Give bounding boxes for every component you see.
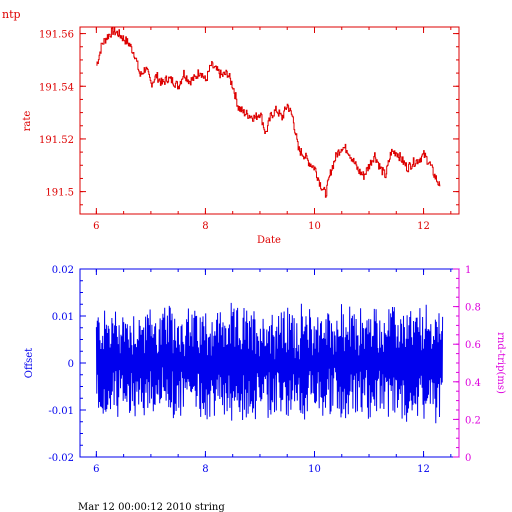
- y-tick-label: 191.54: [39, 82, 74, 93]
- y-tick-label: 191.52: [39, 135, 74, 146]
- x-tick-label: 10: [308, 464, 321, 475]
- rate-xlabel: Date: [257, 235, 281, 246]
- x-tick-label: 8: [202, 464, 208, 475]
- rate-chart-frame: [79, 26, 460, 215]
- rate-ylabel: rate: [22, 111, 33, 132]
- offset-ylabel: Offset: [24, 348, 35, 378]
- offset-series-line: [95, 302, 444, 424]
- y-tick-label: 0: [68, 359, 74, 370]
- x-tick-label: 12: [417, 464, 430, 475]
- y-tick-label: 191.5: [45, 188, 74, 199]
- x-tick-label: 8: [202, 221, 208, 232]
- y2-tick-label: 0.8: [465, 303, 481, 314]
- y-tick-label: 191.56: [39, 30, 74, 41]
- corner-label: ntp: [2, 8, 21, 21]
- y-tick-label: -0.01: [48, 406, 74, 417]
- roundtrip-ylabel: rnd-trip(ms): [495, 332, 506, 394]
- y-tick-label: 0.01: [52, 312, 74, 323]
- y-tick-label: 0.02: [52, 265, 74, 276]
- y2-tick-label: 0.2: [465, 415, 481, 426]
- x-tick-label: 6: [93, 221, 99, 232]
- offset-chart-ticks: 6 8 10 12 -0.02 -0.01 0 0.01 0.02 0 0.2 0.4 0.6 0.8 1: [48, 265, 481, 475]
- offset-chart: 6 8 10 12-0.02-0.0100.010.0200.20.40.60.81 …: [24, 265, 506, 475]
- y2-tick-label: 0.6: [465, 340, 481, 351]
- y2-tick-label: 0: [465, 453, 471, 464]
- x-tick-label: 10: [308, 221, 321, 232]
- x-tick-label: 12: [417, 221, 430, 232]
- footer-timestamp: Mar 12 00:00:12 2010 string: [78, 502, 225, 512]
- y2-tick-label: 0.4: [465, 378, 481, 389]
- rate-chart: 6 8 10 12 191.5 191.52 191.54 191.56 Date rate: [22, 26, 460, 246]
- y-tick-label: -0.02: [48, 453, 74, 464]
- y2-tick-label: 1: [465, 265, 471, 276]
- x-tick-label: 6: [93, 464, 99, 475]
- rate-chart-ticks: 6 8 10 12 191.5 191.52 191.54 191.56: [39, 27, 459, 232]
- rate-series-line: [96, 26, 441, 198]
